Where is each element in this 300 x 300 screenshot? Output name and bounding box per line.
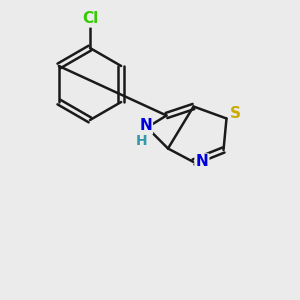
- Text: N: N: [139, 118, 152, 134]
- Text: S: S: [230, 106, 241, 121]
- Text: N: N: [196, 154, 208, 169]
- Text: H: H: [136, 134, 147, 148]
- Text: Cl: Cl: [82, 11, 98, 26]
